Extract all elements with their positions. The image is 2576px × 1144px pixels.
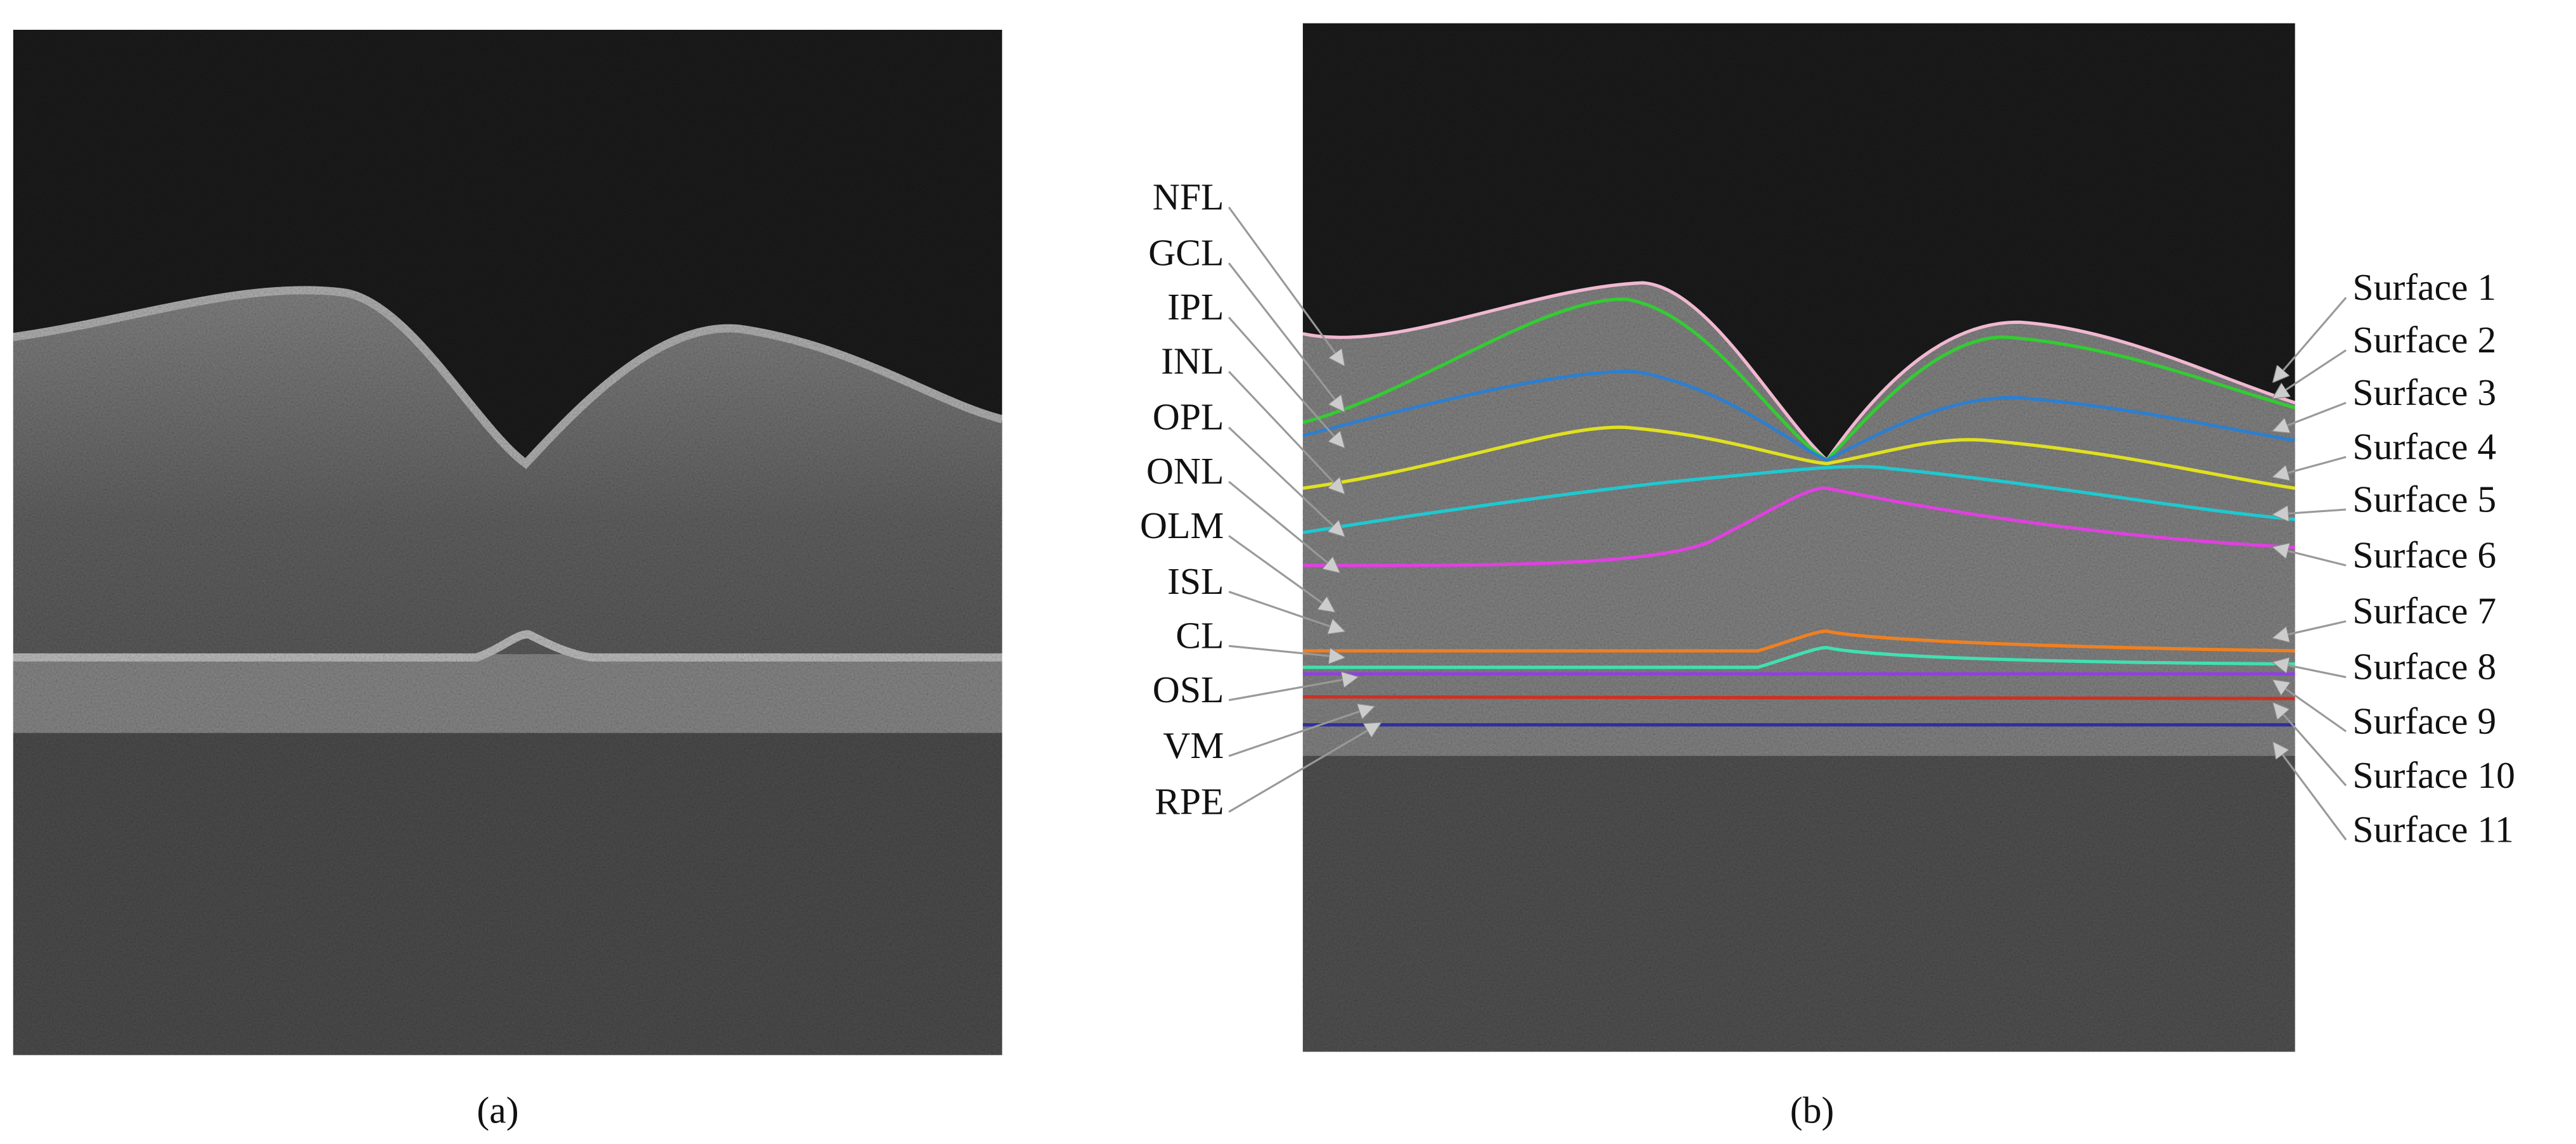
surface-label: Surface 1 xyxy=(2352,266,2496,308)
pointer-line xyxy=(1228,677,1357,702)
pointer-line xyxy=(2274,456,2347,477)
layer-label: RPE xyxy=(1155,780,1224,822)
pointer-line xyxy=(2274,681,2347,733)
oct-image-a xyxy=(13,29,1003,1055)
pointer-line xyxy=(2274,620,2347,638)
pointer-line xyxy=(1228,371,1343,493)
annotations: NFL GCL IPL INL OPL ONL OLM ISL CL OSL VM RPE Surfac… xyxy=(1140,176,2515,850)
pointer-line xyxy=(1228,591,1343,631)
layer-label: INL xyxy=(1161,340,1224,382)
layer-label: OSL xyxy=(1153,669,1224,710)
layer-label: OLM xyxy=(1140,505,1224,546)
layer-label: IPL xyxy=(1167,286,1224,328)
surface-label: Surface 3 xyxy=(2352,371,2496,413)
layer-label: OPL xyxy=(1153,396,1224,438)
pointer-line xyxy=(2274,510,2347,515)
pointer-line xyxy=(2274,548,2347,567)
surface-label: Surface 4 xyxy=(2352,425,2496,467)
surface-label: Surface 2 xyxy=(2352,319,2496,361)
oct-image-b xyxy=(1302,23,2295,1052)
pointer-line xyxy=(1228,480,1339,572)
layer-label: ISL xyxy=(1167,560,1224,602)
surface-label: Surface 11 xyxy=(2352,808,2513,850)
pointer-line xyxy=(1228,427,1343,536)
caption: (a) xyxy=(477,1089,518,1131)
surface-label: Surface 8 xyxy=(2352,646,2496,688)
pointer-line xyxy=(1228,707,1373,757)
pointer-line xyxy=(1229,645,1343,657)
pointer-line xyxy=(2274,402,2347,430)
pointer-line xyxy=(1227,262,1343,411)
pointer-line xyxy=(2274,349,2347,398)
layer-label: NFL xyxy=(1153,176,1224,217)
surface-label: Surface 10 xyxy=(2352,754,2515,796)
caption: (b) xyxy=(1790,1089,1835,1131)
pointer-line xyxy=(1228,723,1380,813)
layer-label: VM xyxy=(1163,724,1224,766)
pointer-line xyxy=(2274,662,2347,678)
surface-label: Surface 7 xyxy=(2352,590,2496,632)
layer-label: CL xyxy=(1176,614,1224,656)
layer-label: GCL xyxy=(1148,231,1224,273)
layer-label: ONL xyxy=(1146,450,1224,492)
pointer-line xyxy=(2274,297,2347,382)
surface-label: Surface 6 xyxy=(2352,534,2496,575)
surface-label: Surface 9 xyxy=(2352,700,2496,742)
pointer-line xyxy=(1228,535,1334,611)
pointer-line xyxy=(2274,704,2347,787)
pointer-line xyxy=(1228,316,1343,447)
surface-label: Surface 5 xyxy=(2352,478,2496,520)
pointer-line xyxy=(2274,743,2347,841)
pointer-line xyxy=(1227,207,1343,365)
